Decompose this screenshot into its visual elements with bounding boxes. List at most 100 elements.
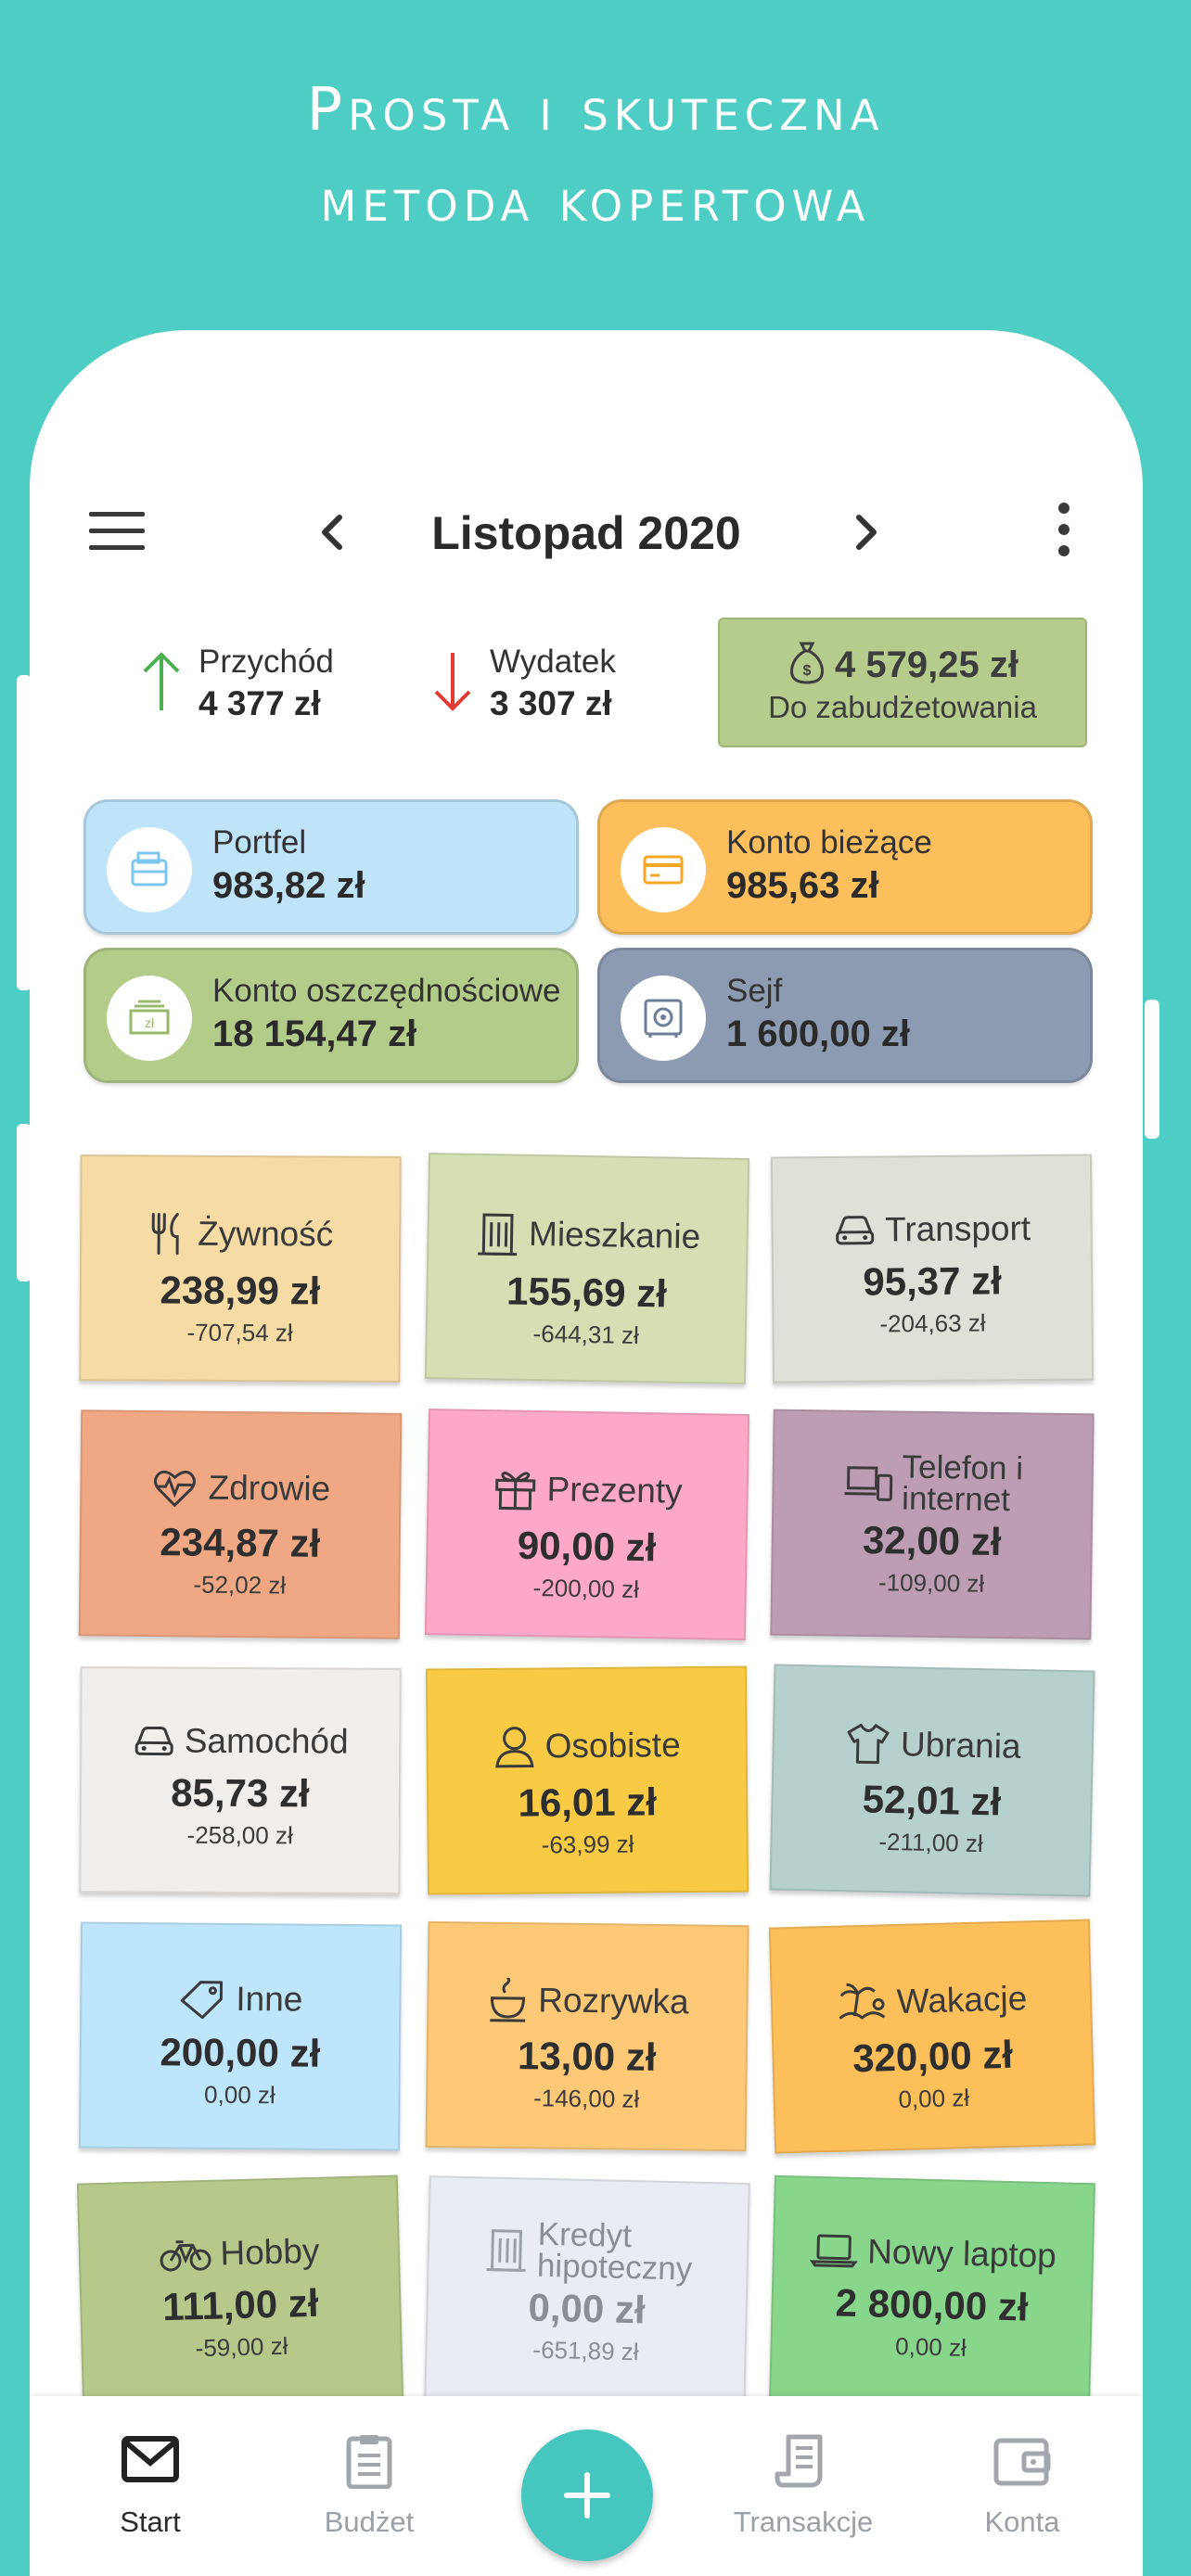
envelope-transport[interactable]: Transport 95,37 zł -204,63 zł — [770, 1154, 1095, 1384]
nav-accounts[interactable]: Konta — [929, 2396, 1115, 2576]
clipboard-icon — [346, 2435, 392, 2489]
arrow-down-icon — [434, 653, 471, 711]
to-budget-amount: 4 579,25 zł — [835, 644, 1018, 685]
envelope-name: Prezenty — [546, 1470, 683, 1511]
bottom-navigation: Start Budżet Transakcje Konta — [30, 2396, 1143, 2576]
car-icon — [835, 1216, 874, 1245]
add-transaction-button[interactable] — [521, 2429, 653, 2561]
account-icon-wrapper: zł — [107, 976, 192, 1061]
bicycle-icon — [160, 2240, 211, 2272]
envelope-amount: 13,00 zł — [517, 2034, 657, 2079]
account-icon-wrapper — [621, 976, 706, 1061]
account-card-konto-biezace[interactable]: Konto bieżące 985,63 zł — [597, 799, 1093, 935]
envelope-ubrania[interactable]: Ubrania 52,01 zł -211,00 zł — [769, 1664, 1095, 1897]
promo-headline: Prosta i skuteczna metoda kopertowa — [0, 65, 1191, 247]
nav-budget[interactable]: Budżet — [276, 2396, 462, 2576]
envelope-name-line-2: internet — [901, 1480, 1011, 1519]
envelope-name: Nowy laptop — [866, 2232, 1057, 2276]
promo-line-1: Prosta i skuteczna — [306, 76, 885, 145]
envelope-name: Żywność — [198, 1214, 334, 1254]
envelope-spent: -707,54 zł — [186, 1318, 293, 1347]
expense-summary[interactable]: Wydatek 3 307 zł — [432, 644, 673, 727]
money-bag-icon: $ — [790, 642, 824, 684]
account-name: Konto bieżące — [726, 824, 932, 861]
envelope-name: Zdrowie — [208, 1468, 331, 1509]
nav-transactions[interactable]: Transakcje — [711, 2396, 896, 2576]
envelope-inne[interactable]: Inne 200,00 zł 0,00 zł — [78, 1921, 403, 2151]
envelope-amount: 2 800,00 zł — [835, 2280, 1030, 2329]
envelope-zdrowie[interactable]: Zdrowie 234,87 zł -52,02 zł — [78, 1409, 403, 1639]
receipt-icon — [775, 2434, 823, 2488]
nav-start[interactable]: Start — [58, 2396, 243, 2576]
envelope-amount: 238,99 zł — [160, 1268, 321, 1313]
envelope-zywnosc[interactable]: Żywność 238,99 zł -707,54 zł — [79, 1154, 402, 1383]
person-icon — [495, 1727, 534, 1768]
nav-budget-label: Budżet — [324, 2506, 415, 2538]
envelope-spent: -211,00 zł — [878, 1827, 984, 1858]
plus-icon — [564, 2472, 610, 2519]
envelope-kredyt-hipoteczny[interactable]: Kredyt hipoteczny 0,00 zł -651,89 zł — [424, 2175, 750, 2409]
envelope-amount: 90,00 zł — [517, 1523, 657, 1570]
envelope-prezenty[interactable]: Prezenty 90,00 zł -200,00 zł — [424, 1408, 750, 1641]
safe-icon — [644, 999, 683, 1038]
menu-icon[interactable] — [89, 512, 145, 553]
previous-month-button[interactable] — [308, 504, 360, 560]
income-label: Przychód — [198, 644, 334, 680]
tag-icon — [180, 1981, 223, 2020]
envelope-spent: -651,89 zł — [532, 2335, 639, 2366]
mail-icon — [122, 2436, 179, 2482]
account-icon-wrapper — [107, 827, 192, 912]
shirt-icon — [847, 1723, 890, 1765]
envelope-name: Rozrywka — [538, 1981, 689, 2021]
account-card-konto-oszczednosciowe[interactable]: zł Konto oszczędnościowe 18 154,47 zł — [83, 948, 579, 1083]
envelope-nowy-laptop[interactable]: Nowy laptop 2 800,00 zł 0,00 zł — [769, 2174, 1095, 2410]
to-budget-label: Do zabudżetowania — [768, 690, 1037, 724]
coffee-icon — [489, 1977, 526, 2022]
envelope-telefon-internet[interactable]: Telefon i internet 32,00 zł -109,00 zł — [770, 1409, 1095, 1640]
income-amount: 4 377 zł — [198, 684, 321, 722]
building-icon — [478, 1213, 518, 1256]
envelope-samochod[interactable]: Samochód 85,73 zł -258,00 zł — [79, 1666, 402, 1894]
envelope-spent: -52,02 zł — [193, 1570, 287, 1600]
envelope-hobby[interactable]: Hobby 111,00 zł -59,00 zł — [76, 2174, 404, 2410]
top-bar: Listopad 2020 — [30, 478, 1143, 590]
envelope-amount: 234,87 zł — [160, 1520, 321, 1565]
envelope-spent: -109,00 zł — [877, 1568, 985, 1598]
heartbeat-icon — [154, 1470, 197, 1508]
envelope-osobiste[interactable]: Osobiste 16,01 zł -63,99 zł — [425, 1665, 749, 1895]
devices-icon — [844, 1466, 893, 1501]
envelope-rozrywka[interactable]: Rozrywka 13,00 zł -146,00 zł — [425, 1920, 749, 2152]
to-budget-box[interactable]: $4 579,25 zł Do zabudżetowania — [718, 618, 1087, 747]
income-summary[interactable]: Przychód 4 377 zł — [141, 644, 382, 727]
envelope-wakacje[interactable]: Wakacje 320,00 zł 0,00 zł — [768, 1919, 1096, 2154]
envelope-name: Wakacje — [896, 1979, 1028, 2021]
vacation-icon — [839, 1983, 886, 2020]
envelope-name: Inne — [236, 1979, 303, 2019]
account-card-portfel[interactable]: Portfel 983,82 zł — [83, 799, 579, 935]
side-tab-left-2 — [17, 1124, 32, 1282]
next-month-button[interactable] — [840, 504, 892, 560]
promo-line-2: metoda kopertowa — [320, 167, 871, 236]
chevron-left-icon — [322, 515, 342, 550]
envelope-amount: 16,01 zł — [518, 1779, 658, 1825]
building-icon — [486, 2229, 526, 2272]
envelope-amount: 200,00 zł — [160, 2030, 321, 2075]
envelope-amount: 52,01 zł — [862, 1777, 1002, 1824]
credit-card-icon — [643, 855, 684, 885]
envelope-name: Ubrania — [900, 1725, 1021, 1766]
expense-amount: 3 307 zł — [490, 684, 612, 722]
envelope-spent: 0,00 zł — [898, 2083, 970, 2113]
account-balance: 1 600,00 zł — [726, 1014, 910, 1054]
svg-text:zł: zł — [145, 1015, 155, 1030]
envelope-amount: 32,00 zł — [862, 1517, 1002, 1564]
more-options-icon[interactable] — [1050, 503, 1078, 562]
envelope-spent: -59,00 zł — [195, 2331, 288, 2363]
svg-text:$: $ — [803, 663, 812, 679]
envelope-name: Samochód — [184, 1721, 349, 1761]
envelope-amount: 0,00 zł — [528, 2285, 647, 2332]
envelope-name: Mieszkanie — [528, 1214, 701, 1256]
envelope-mieszkanie[interactable]: Mieszkanie 155,69 zł -644,31 zł — [424, 1152, 750, 1385]
account-card-sejf[interactable]: Sejf 1 600,00 zł — [597, 948, 1093, 1083]
laptop-icon — [809, 2234, 858, 2268]
envelope-spent: -644,31 zł — [532, 1319, 640, 1349]
